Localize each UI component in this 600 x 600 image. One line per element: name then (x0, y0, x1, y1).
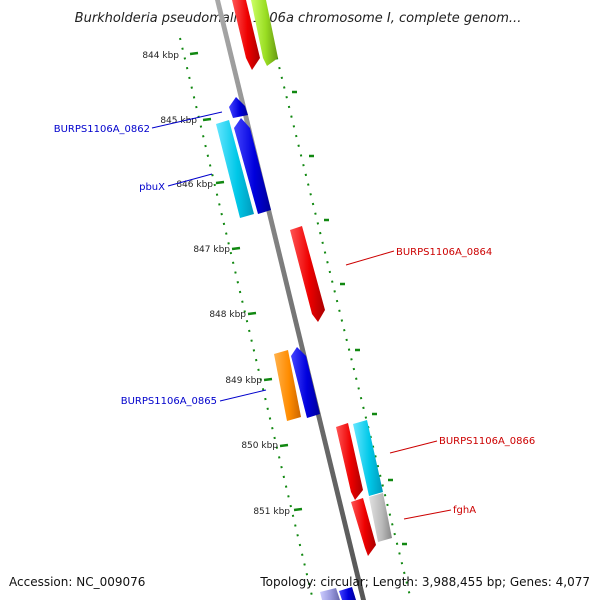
gene-label-fgha[interactable]: fghA (453, 505, 476, 516)
gene-burps1106a-0865[interactable] (291, 347, 320, 418)
gene-top-green-fragment[interactable] (251, 0, 278, 66)
major-tick (231, 246, 241, 251)
kbp-label: 849 kbp (225, 376, 262, 386)
major-tick (202, 117, 212, 122)
leader-line (151, 111, 223, 129)
major-tick (263, 377, 273, 382)
gene-label-burps1106a-0864[interactable]: BURPS1106A_0864 (396, 247, 492, 258)
gene-burps1106a-0866[interactable] (336, 423, 363, 500)
kbp-label: 850 kbp (241, 441, 278, 451)
major-tick (247, 311, 257, 316)
leader-line (389, 440, 438, 454)
gene-cyan-forward[interactable] (216, 120, 254, 218)
major-tick (215, 180, 225, 185)
major-tick (189, 51, 199, 56)
label-leader-lines (151, 111, 452, 520)
topology-text: Topology: circular; Length: 3,988,455 bp… (259, 575, 590, 589)
kbp-label: 844 kbp (142, 51, 179, 61)
major-tick (279, 443, 289, 448)
gene-label-pbux[interactable]: pbuX (139, 182, 165, 193)
kbp-label: 848 kbp (209, 310, 246, 320)
gene-fgha[interactable] (351, 498, 376, 556)
gene-cyan-reverse[interactable] (353, 420, 383, 496)
leader-line (345, 250, 395, 266)
kbp-label: 845 kbp (160, 116, 197, 126)
gene-small-blue[interactable] (229, 97, 248, 118)
gene-bottom-blue-fragment[interactable] (339, 587, 356, 600)
kbp-labels: 844 kbp 845 kbp 846 kbp 847 kbp 848 kbp … (142, 51, 290, 517)
gene-gray-reverse[interactable] (369, 493, 392, 542)
leader-line (167, 173, 213, 187)
gene-bottom-lavender-fragment[interactable] (320, 588, 340, 600)
gene-label-burps1106a-0862[interactable]: BURPS1106A_0862 (54, 124, 150, 135)
gene-burps1106a-0864[interactable] (290, 226, 325, 322)
major-ticks (189, 51, 303, 512)
major-tick (293, 507, 303, 512)
kbp-label: 847 kbp (193, 245, 230, 255)
kbp-label: 846 kbp (176, 180, 213, 190)
gene-label-burps1106a-0865[interactable]: BURPS1106A_0865 (121, 396, 217, 407)
outer-minor-ticks (292, 90, 407, 546)
gene-labels: BURPS1106A_0862 pbuX BURPS1106A_0864 BUR… (54, 124, 536, 516)
gene-label-burps1106a-0866[interactable]: BURPS1106A_0866 (439, 436, 535, 447)
leader-line (403, 509, 452, 520)
map-title: Burkholderia pseudomallei 1106a chromoso… (75, 11, 522, 26)
accession-text: Accession: NC_009076 (9, 575, 145, 589)
leader-line (219, 389, 267, 402)
kbp-label: 851 kbp (253, 507, 290, 517)
chromosome-backbone (215, 0, 366, 600)
gene-orange-forward[interactable] (274, 350, 301, 421)
gene-pbux[interactable] (234, 118, 271, 214)
gene-top-red-fragment[interactable] (232, 0, 260, 70)
